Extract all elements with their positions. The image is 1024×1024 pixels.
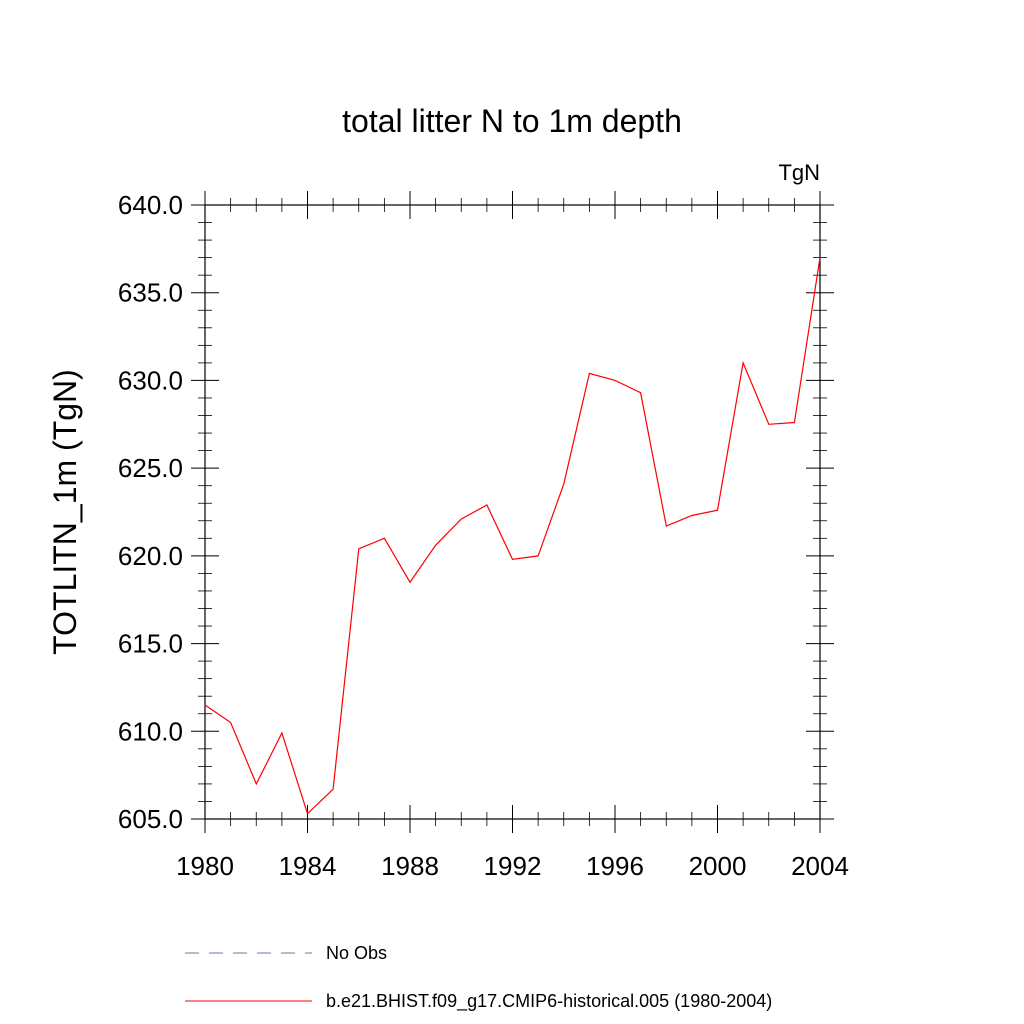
legend: No Obs b.e21.BHIST.f09_g17.CMIP6-historic…: [185, 943, 772, 1012]
chart-title: total litter N to 1m depth: [342, 103, 682, 139]
x-tick-label: 1984: [279, 851, 337, 881]
y-axis-label: TOTLITN_1m (TgN): [47, 369, 83, 655]
series-line: [204, 257, 821, 815]
y-tick-label: 640.0: [118, 190, 183, 220]
x-tick-label: 2004: [791, 851, 849, 881]
x-tick-label: 1988: [381, 851, 439, 881]
y-tick-label: 635.0: [118, 278, 183, 308]
series-group: [204, 257, 821, 815]
y-tick-label: 620.0: [118, 541, 183, 571]
units-label: TgN: [778, 160, 820, 185]
x-tick-label: 1992: [484, 851, 542, 881]
y-tick-label: 625.0: [118, 453, 183, 483]
x-tick-label: 1996: [586, 851, 644, 881]
axes: 605.0 610.0 615.0 620.0 625.0 630.0 635.0 640.0…: [118, 190, 849, 881]
y-tick-label: 610.0: [118, 716, 183, 746]
x-tick-label: 1980: [176, 851, 234, 881]
legend-label: b.e21.BHIST.f09_g17.CMIP6-historical.005…: [326, 991, 772, 1012]
x-tick-label: 2000: [689, 851, 747, 881]
y-tick-label: 615.0: [118, 629, 183, 659]
plot-frame: [204, 204, 821, 820]
y-tick-label: 630.0: [118, 365, 183, 395]
legend-label: No Obs: [326, 943, 387, 963]
y-tick-label: 605.0: [118, 804, 183, 834]
